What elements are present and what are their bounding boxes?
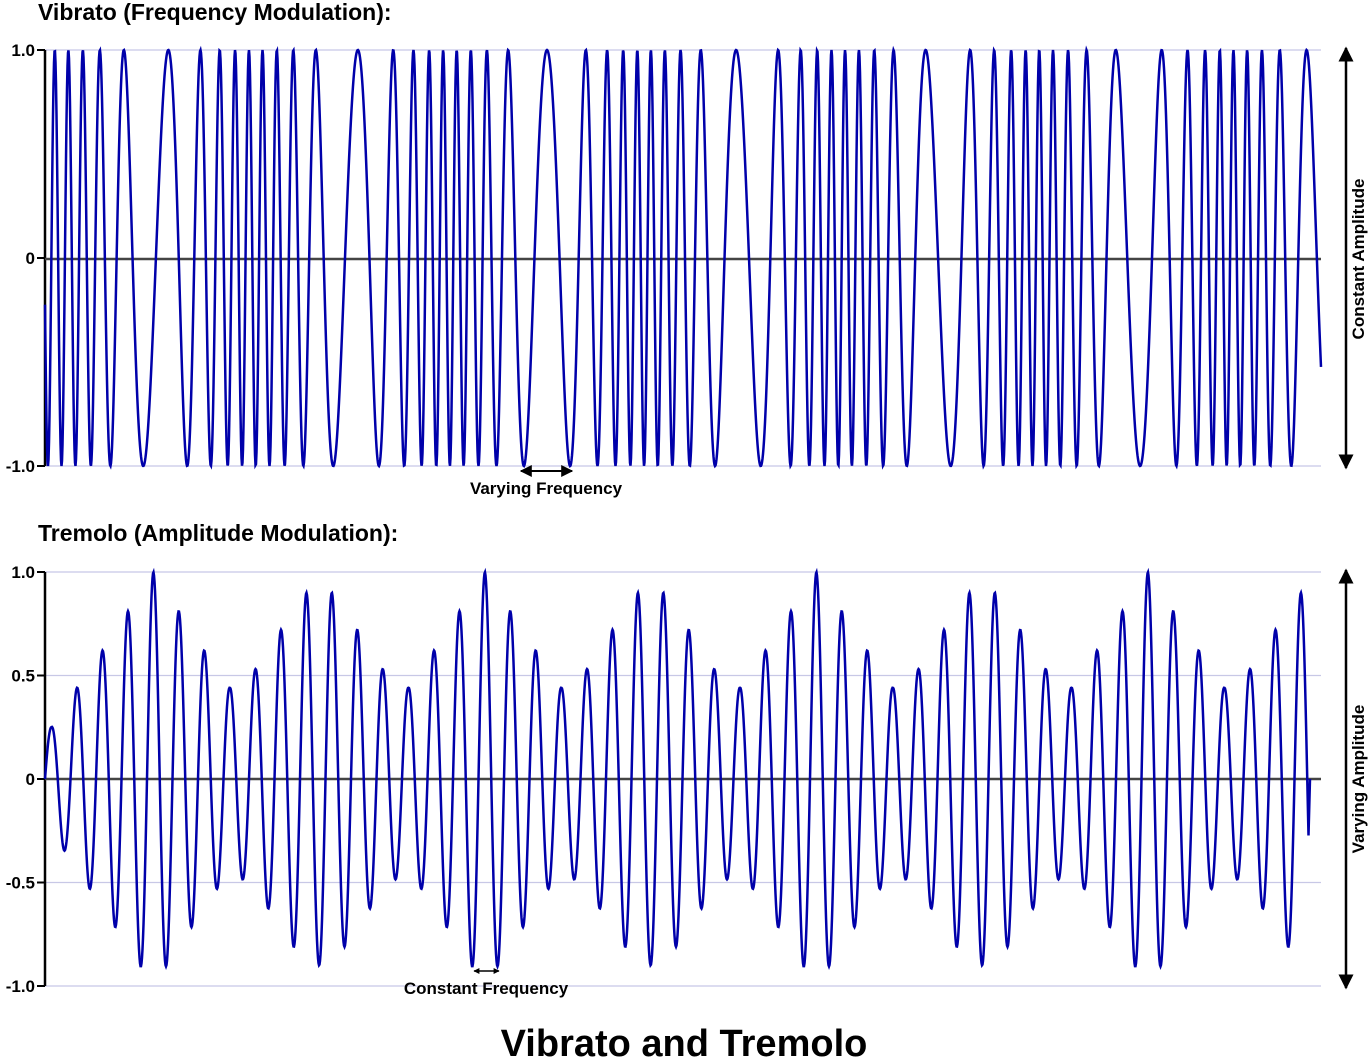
varying-frequency-label: Varying Frequency: [470, 479, 623, 498]
constant-frequency-label: Constant Frequency: [404, 979, 569, 998]
tremolo-panel: Tremolo (Amplitude Modulation): 1.0 0.5 0 -…: [6, 520, 1368, 998]
tremolo-tick-label: 1.0: [11, 563, 35, 582]
tremolo-wave: [43, 567, 1312, 970]
vibrato-tick-label: 1.0: [11, 41, 35, 60]
vibrato-panel: Vibrato (Frequency Modulation): 1.0 0 -1.0…: [6, 0, 1368, 498]
tremolo-tick-label: 0: [26, 770, 35, 789]
vibrato-gridlines: [45, 49, 1321, 467]
constant-amplitude-label: Constant Amplitude: [1349, 179, 1368, 340]
tremolo-title: Tremolo (Amplitude Modulation):: [38, 520, 398, 546]
vibrato-wave: [43, 45, 1323, 470]
tremolo-tick-label: -0.5: [6, 874, 35, 893]
vibrato-tick-label: 0: [26, 249, 35, 268]
tremolo-tick-label: 0.5: [11, 667, 35, 686]
tremolo-y-ticks: 1.0 0.5 0 -0.5 -1.0: [6, 563, 45, 996]
vibrato-y-ticks: 1.0 0 -1.0: [6, 41, 45, 476]
figure-title: Vibrato and Tremolo: [501, 1023, 868, 1058]
tremolo-tick-label: -1.0: [6, 977, 35, 996]
vibrato-tick-label: -1.0: [6, 457, 35, 476]
varying-amplitude-label: Varying Amplitude: [1349, 705, 1368, 854]
vibrato-title: Vibrato (Frequency Modulation):: [38, 0, 392, 25]
